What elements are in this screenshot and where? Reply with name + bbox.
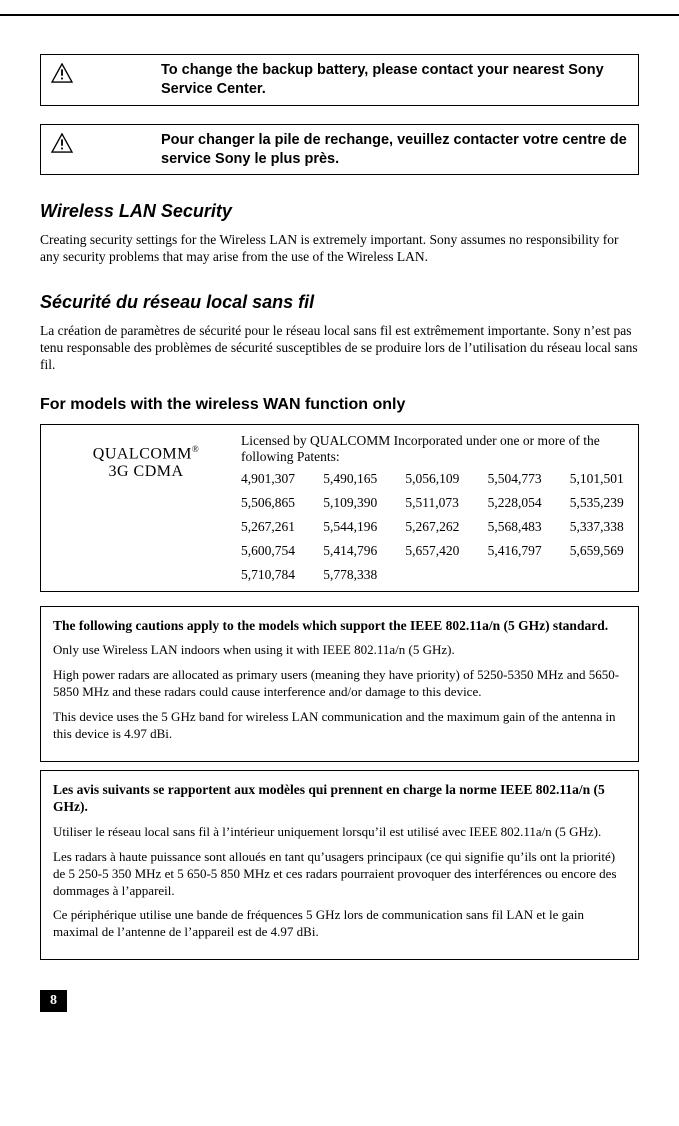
warning-icon [51,63,73,88]
patent-cell: 5,228,054 [488,495,546,511]
patent-cell: 5,490,165 [323,471,381,487]
page-content: To change the backup battery, please con… [0,14,679,960]
patent-cell: 5,657,420 [405,543,463,559]
caution-box-fr: Les avis suivants se rapportent aux modè… [40,770,639,960]
logo-reg: ® [192,444,199,454]
patent-cell: 5,101,501 [570,471,628,487]
patent-content: Licensed by QUALCOMM Incorporated under … [241,433,628,583]
caution-p1-fr: Utiliser le réseau local sans fil à l’in… [53,824,626,841]
patent-cell: 5,600,754 [241,543,299,559]
patent-cell: 5,267,261 [241,519,299,535]
heading-wlan-security-fr: Sécurité du réseau local sans fil [40,292,639,313]
patent-cell: 5,544,196 [323,519,381,535]
caution-lead-en: The following cautions apply to the mode… [53,617,626,635]
warning-text-fr: Pour changer la pile de rechange, veuill… [161,131,628,169]
warning-box-en: To change the backup battery, please con… [40,54,639,106]
patent-cell: 4,901,307 [241,471,299,487]
paragraph-wlan-security-fr: La création de paramètres de sécurité po… [40,323,639,374]
patent-cell [488,567,546,583]
page-number: 8 [40,990,67,1012]
qualcomm-logo: QUALCOMM® 3G CDMA [51,433,241,583]
patent-intro: Licensed by QUALCOMM Incorporated under … [241,433,628,465]
warning-text-en: To change the backup battery, please con… [161,61,628,99]
patent-cell: 5,506,865 [241,495,299,511]
patent-box: QUALCOMM® 3G CDMA Licensed by QUALCOMM I… [40,424,639,592]
paragraph-wlan-security-en: Creating security settings for the Wirel… [40,232,639,266]
patent-cell: 5,267,262 [405,519,463,535]
heading-wwan: For models with the wireless WAN functio… [40,396,639,414]
patent-cell: 5,778,338 [323,567,381,583]
logo-line1: QUALCOMM [93,445,192,462]
patent-cell: 5,056,109 [405,471,463,487]
caution-box-en: The following cautions apply to the mode… [40,606,639,762]
caution-p2-fr: Les radars à haute puissance sont alloué… [53,849,626,900]
patent-cell [405,567,463,583]
patent-cell: 5,710,784 [241,567,299,583]
caution-p2-en: High power radars are allocated as prima… [53,667,626,701]
patent-grid: 4,901,307 5,490,165 5,056,109 5,504,773 … [241,471,628,583]
warning-icon-col [51,61,161,88]
patent-cell: 5,511,073 [405,495,463,511]
patent-cell: 5,659,569 [570,543,628,559]
logo-line2: 3G CDMA [108,463,183,480]
warning-box-fr: Pour changer la pile de rechange, veuill… [40,124,639,176]
patent-cell: 5,414,796 [323,543,381,559]
heading-wlan-security-en: Wireless LAN Security [40,201,639,222]
patent-cell: 5,416,797 [488,543,546,559]
patent-cell: 5,535,239 [570,495,628,511]
patent-cell: 5,109,390 [323,495,381,511]
caution-p3-fr: Ce périphérique utilise une bande de fré… [53,907,626,941]
caution-lead-fr: Les avis suivants se rapportent aux modè… [53,781,626,816]
warning-icon [51,133,73,158]
page-footer: 8 [0,970,679,1032]
patent-cell: 5,568,483 [488,519,546,535]
caution-p1-en: Only use Wireless LAN indoors when using… [53,642,626,659]
patent-cell: 5,504,773 [488,471,546,487]
warning-icon-col [51,131,161,158]
caution-p3-en: This device uses the 5 GHz band for wire… [53,709,626,743]
patent-cell [570,567,628,583]
patent-cell: 5,337,338 [570,519,628,535]
